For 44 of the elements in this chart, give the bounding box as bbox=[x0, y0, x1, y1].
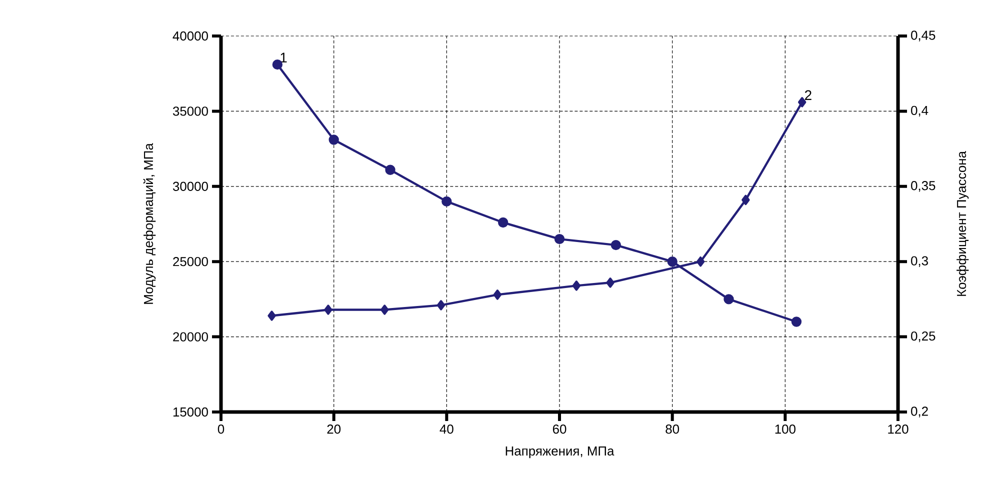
y-axis-title: Модуль деформаций, МПа bbox=[143, 143, 156, 304]
point bbox=[328, 134, 339, 145]
x-tick-label: 120 bbox=[888, 424, 908, 434]
point bbox=[268, 310, 276, 321]
y-tick-label: 40000 bbox=[172, 31, 208, 41]
y2-tick-label: 0,4 bbox=[911, 106, 928, 117]
point bbox=[667, 256, 678, 267]
x-tick-label: 100 bbox=[775, 424, 796, 434]
y2-tick-label: 0,2 bbox=[911, 406, 928, 418]
y2-tick-label: 0,45 bbox=[911, 30, 936, 42]
y-tick-label: 35000 bbox=[172, 106, 208, 116]
y-tick-label: 20000 bbox=[173, 332, 208, 342]
point bbox=[610, 240, 622, 250]
point bbox=[798, 97, 806, 108]
y2-tick-label: 0,25 bbox=[911, 331, 936, 342]
x-tick-label: 60 bbox=[552, 424, 566, 434]
point bbox=[442, 196, 452, 207]
point bbox=[742, 194, 750, 206]
point bbox=[272, 59, 283, 70]
point bbox=[380, 304, 389, 315]
point bbox=[498, 217, 508, 228]
y2-axis-title: Коэффициент Пуассона bbox=[956, 151, 969, 296]
y-tick-label: 30000 bbox=[172, 182, 208, 191]
point bbox=[791, 316, 802, 327]
point bbox=[385, 164, 396, 175]
x-tick-label: 0 bbox=[218, 424, 224, 434]
point bbox=[572, 280, 581, 291]
series-label: 1 bbox=[280, 52, 287, 62]
y2-tick-label: 0,3 bbox=[911, 256, 928, 267]
point bbox=[606, 278, 614, 288]
y-tick-label: 15000 bbox=[173, 407, 208, 417]
point bbox=[324, 304, 332, 315]
point bbox=[493, 290, 502, 300]
point bbox=[696, 256, 705, 267]
y-tick-label: 25000 bbox=[173, 257, 208, 266]
point bbox=[554, 234, 565, 244]
point bbox=[436, 300, 446, 310]
x-axis-title: Напряжения, МПа bbox=[506, 446, 614, 458]
point bbox=[724, 294, 734, 304]
x-tick-label: 20 bbox=[327, 424, 341, 434]
y2-tick-label: 0,35 bbox=[911, 181, 936, 192]
series-label: 2 bbox=[805, 90, 812, 100]
x-tick-label: 80 bbox=[666, 424, 680, 434]
x-tick-label: 40 bbox=[440, 424, 454, 434]
